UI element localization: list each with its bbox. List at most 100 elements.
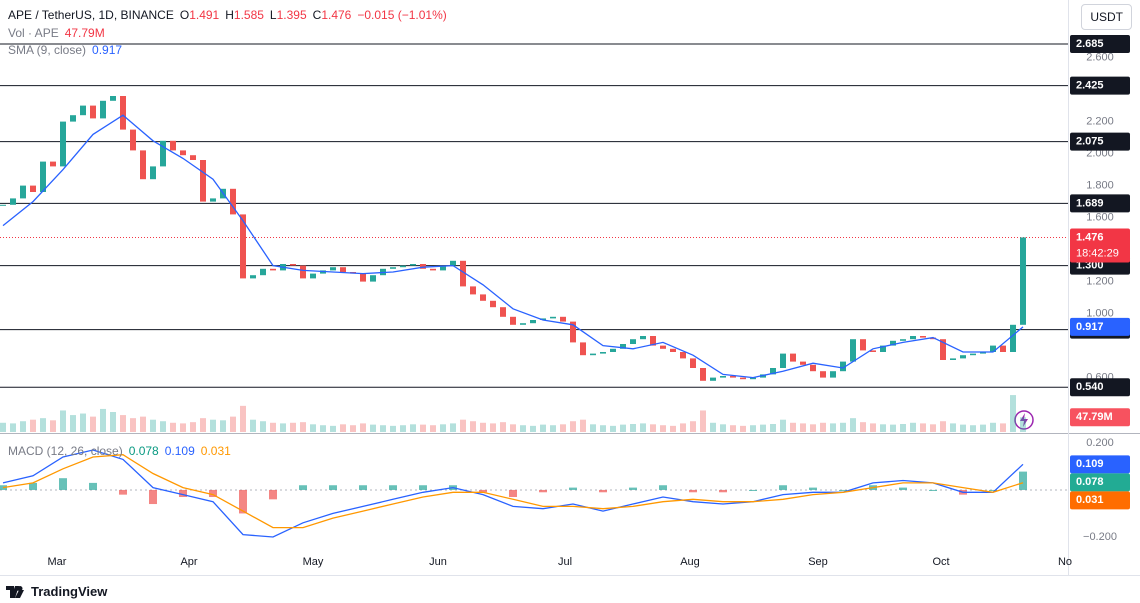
candle-body bbox=[0, 204, 6, 206]
volume-bar bbox=[90, 416, 96, 432]
volume-bar bbox=[540, 424, 546, 432]
volume-bar bbox=[360, 423, 366, 432]
currency-button[interactable]: USDT bbox=[1081, 4, 1132, 30]
volume-bar bbox=[40, 418, 46, 432]
volume-bar bbox=[810, 424, 816, 432]
volume-bar bbox=[790, 422, 796, 432]
candle-body bbox=[590, 353, 596, 356]
y-tick-label: 1.200 bbox=[1086, 276, 1114, 288]
volume-bar bbox=[740, 425, 746, 432]
candle-body bbox=[660, 345, 666, 349]
volume-bar bbox=[910, 422, 916, 432]
macd-hist-bar bbox=[119, 489, 127, 495]
volume-bar bbox=[260, 421, 266, 432]
header-legend: APE / TetherUS, 1D, BINANCE O1.491 H1.58… bbox=[8, 8, 447, 22]
candle-body bbox=[690, 358, 696, 368]
macd-hist-bar bbox=[509, 489, 517, 497]
candle-body bbox=[390, 267, 396, 269]
candle-body bbox=[680, 352, 686, 359]
candle-body bbox=[70, 115, 76, 122]
candle-body bbox=[190, 155, 196, 160]
change: −0.015 (−1.01%) bbox=[357, 8, 447, 22]
volume-bar bbox=[270, 422, 276, 432]
candle-body bbox=[290, 264, 296, 266]
candle-body bbox=[580, 342, 586, 356]
candle-body bbox=[910, 336, 916, 340]
volume-bar bbox=[170, 422, 176, 432]
level-label-box bbox=[1070, 76, 1130, 95]
ohlc-close: C1.476 bbox=[313, 8, 352, 22]
volume-label: 47.79M bbox=[1076, 411, 1113, 423]
volume-bar bbox=[800, 423, 806, 432]
macd-hist-bar bbox=[689, 489, 697, 493]
y-tick-label: 2.200 bbox=[1086, 116, 1114, 128]
candle-body bbox=[260, 268, 266, 276]
candle-body bbox=[170, 140, 176, 151]
candle-body bbox=[750, 377, 756, 380]
label: C bbox=[312, 8, 322, 22]
value: 1.491 bbox=[189, 8, 220, 22]
volume-bar bbox=[880, 424, 886, 432]
candle-body bbox=[530, 320, 536, 324]
candle-body bbox=[960, 355, 966, 359]
event-bolt bbox=[1020, 413, 1028, 427]
volume-bar bbox=[970, 425, 976, 432]
macd-hist-bar bbox=[779, 485, 787, 490]
volume-bar bbox=[950, 423, 956, 432]
candle-body bbox=[920, 336, 926, 338]
x-tick-label: Apr bbox=[180, 556, 197, 568]
signal-label: 0.031 bbox=[1076, 494, 1104, 506]
macd-tick-label: 0.200 bbox=[1086, 437, 1114, 449]
volume-bar bbox=[710, 422, 716, 432]
candle-body bbox=[600, 352, 606, 354]
candle-body bbox=[650, 336, 656, 346]
x-tick-label: Jun bbox=[429, 556, 447, 568]
candle-body bbox=[730, 376, 736, 378]
candle-body bbox=[980, 352, 986, 354]
candle-body bbox=[990, 345, 996, 352]
candle-body bbox=[40, 161, 46, 192]
brand: TradingView bbox=[6, 584, 107, 599]
ohlc-high: H1.585 bbox=[225, 8, 264, 22]
candle-body bbox=[160, 140, 166, 167]
volume-bar bbox=[840, 422, 846, 432]
volume-bar bbox=[230, 416, 236, 432]
candle-body bbox=[850, 339, 856, 362]
volume-bar bbox=[0, 422, 6, 432]
volume-bar bbox=[160, 421, 166, 432]
level-label: 1.689 bbox=[1076, 197, 1104, 209]
volume-bar bbox=[1000, 423, 1006, 432]
candle-body bbox=[890, 340, 896, 346]
candle-body bbox=[880, 345, 886, 352]
volume-bar bbox=[460, 419, 466, 432]
macd-hist-bar bbox=[419, 485, 427, 490]
x-tick-label: Mar bbox=[48, 556, 67, 568]
volume-bar bbox=[100, 408, 106, 432]
candle-body bbox=[10, 198, 16, 205]
macd-tick-label: −0.200 bbox=[1083, 531, 1117, 543]
candle-body bbox=[970, 353, 976, 356]
sma-value: 0.917 bbox=[92, 43, 123, 57]
candle-body bbox=[20, 185, 26, 199]
macd-line-value: 0.109 bbox=[164, 444, 195, 458]
candle-body bbox=[450, 260, 456, 266]
volume-bar bbox=[580, 419, 586, 432]
candle-body bbox=[110, 96, 116, 101]
candle-body bbox=[90, 105, 96, 119]
sma-name: SMA (9, close) bbox=[8, 43, 87, 57]
volume-bar bbox=[240, 405, 246, 432]
candle-body bbox=[830, 371, 836, 378]
candle-body bbox=[860, 339, 866, 351]
macd-hist-bar bbox=[209, 489, 217, 497]
volume-bar bbox=[290, 422, 296, 432]
macd-hist-bar bbox=[269, 489, 277, 500]
candle-body bbox=[420, 264, 426, 269]
level-label: 0.540 bbox=[1076, 381, 1104, 393]
signal-line bbox=[2, 454, 1024, 529]
macd-line bbox=[2, 449, 1024, 538]
candle-body bbox=[310, 273, 316, 279]
candle-body bbox=[670, 348, 676, 352]
volume-bar bbox=[760, 424, 766, 432]
level-label-box bbox=[1070, 132, 1130, 151]
